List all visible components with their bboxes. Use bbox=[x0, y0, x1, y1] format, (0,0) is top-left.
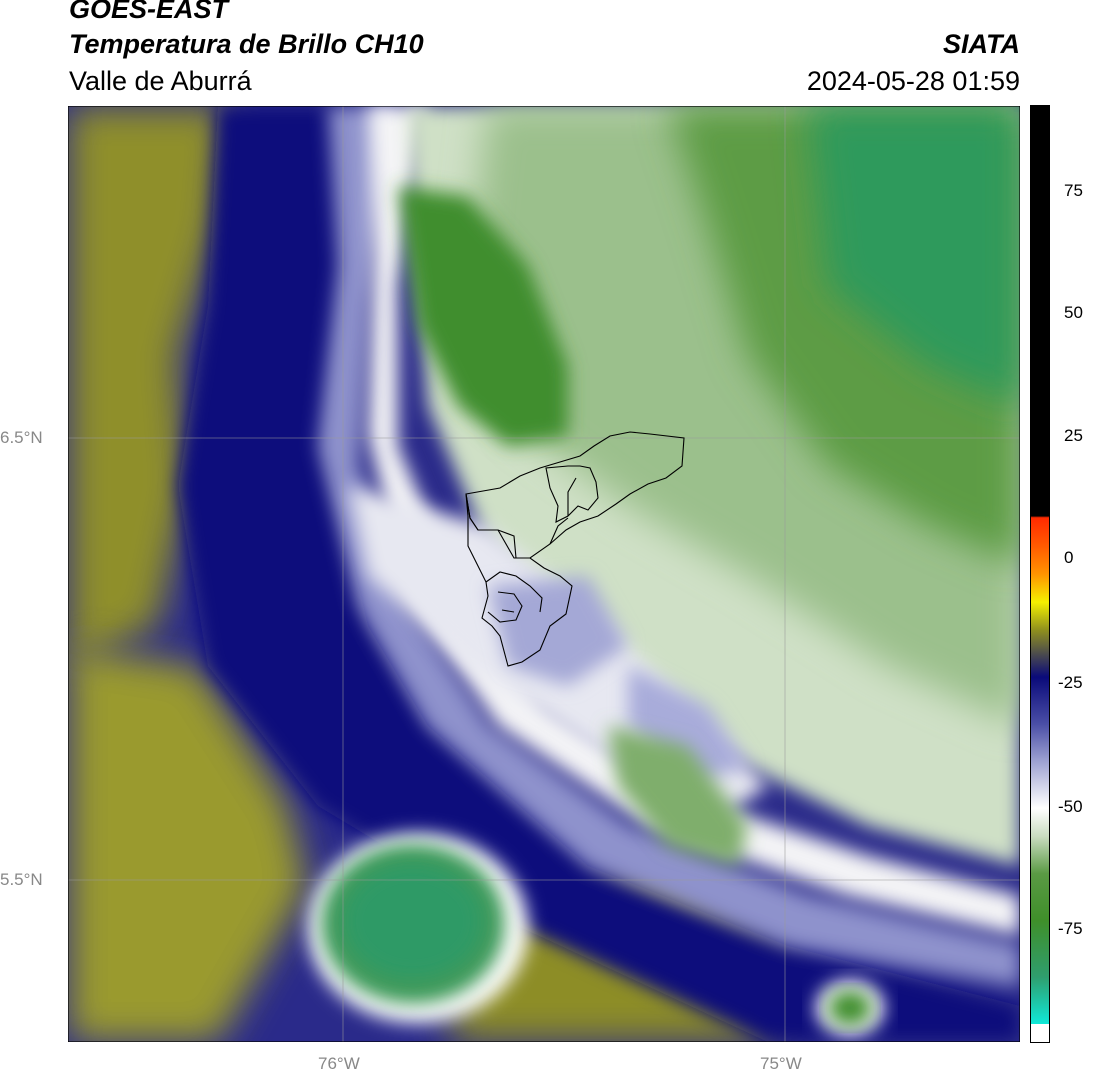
temperature-colorbar bbox=[1030, 105, 1050, 1043]
municipality-boundaries bbox=[465, 431, 685, 667]
lon-label-75w: 75°W bbox=[760, 1054, 802, 1073]
brightness-temperature-map bbox=[68, 106, 1020, 1042]
lon-label-76w: 76°W bbox=[318, 1054, 360, 1073]
colorbar-tick-25: 25 bbox=[1064, 426, 1083, 445]
satellite-title: GOES-EAST bbox=[69, 0, 229, 24]
temperature-field bbox=[68, 106, 1020, 1042]
colorbar-tick-minus-25: -25 bbox=[1058, 673, 1083, 692]
graticule bbox=[68, 106, 1020, 1042]
agency-label: SIATA bbox=[943, 29, 1020, 59]
region-subtitle: Valle de Aburrá bbox=[69, 66, 252, 96]
timestamp-label: 2024-05-28 01:59 bbox=[806, 66, 1020, 96]
colorbar-tick-minus-50: -50 bbox=[1058, 797, 1083, 816]
lat-label-5-5n: 5.5°N bbox=[0, 870, 43, 889]
colorbar-tick-75: 75 bbox=[1064, 181, 1083, 200]
product-title: Temperatura de Brillo CH10 bbox=[69, 29, 424, 59]
colorbar-tick-0: 0 bbox=[1064, 548, 1074, 567]
lat-label-6-5n: 6.5°N bbox=[0, 428, 43, 447]
colorbar-tick-minus-75: -75 bbox=[1058, 919, 1083, 938]
colorbar-tick-50: 50 bbox=[1064, 303, 1083, 322]
